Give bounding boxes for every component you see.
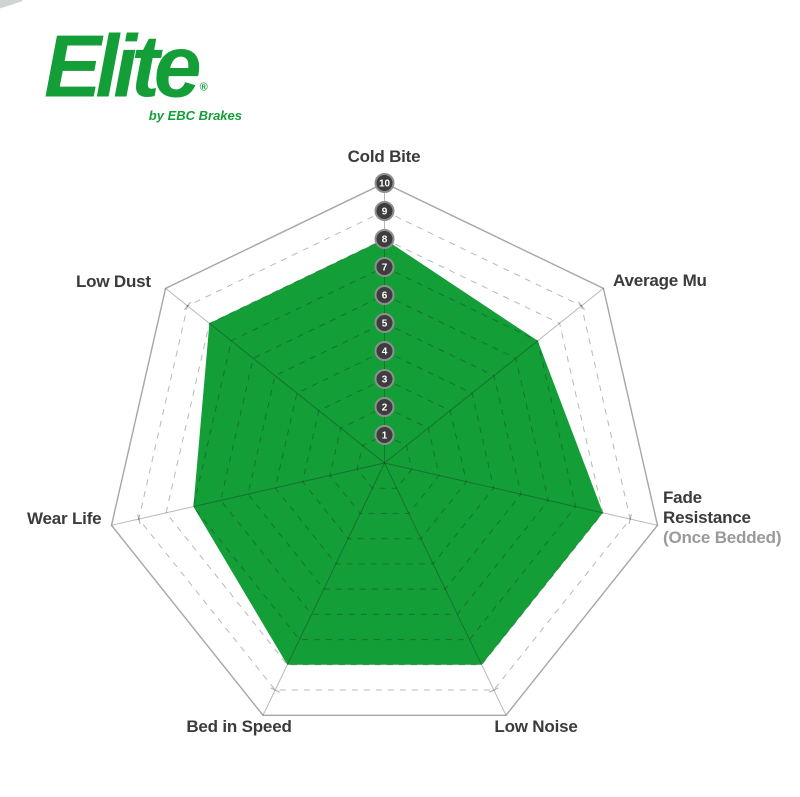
radar-ring-dashed bbox=[356, 434, 413, 489]
scale-tick-circle bbox=[374, 257, 395, 277]
scale-tick-number: 8 bbox=[382, 235, 388, 246]
scale-tick-circle bbox=[374, 313, 395, 333]
scale-tick-number: 9 bbox=[382, 207, 388, 218]
fade-resistance-subnote: (Once Bedded) bbox=[663, 528, 782, 547]
radar-spoke bbox=[165, 288, 385, 464]
axis-label-cold-bite: Cold Bite bbox=[347, 147, 421, 166]
fade-resistance-line1: Fade bbox=[663, 488, 702, 507]
scale-tick-number: 2 bbox=[382, 403, 388, 414]
scale-tick-circle bbox=[374, 229, 395, 249]
radar-spoke bbox=[384, 462, 507, 716]
axis-label-low-dust: Low Dust bbox=[76, 272, 151, 291]
radar-axis-tick bbox=[628, 514, 632, 525]
radar-ring-dashed bbox=[165, 238, 604, 666]
radar-ring-dashed bbox=[274, 350, 495, 565]
radar-spoke bbox=[262, 462, 385, 716]
registered-trademark-icon: ® bbox=[199, 81, 208, 94]
axis-label-average-mu: Average Mu bbox=[613, 271, 707, 290]
radar-ring-dashed bbox=[220, 294, 549, 615]
scale-tick-number: 7 bbox=[382, 263, 388, 274]
radar-ring-dashed bbox=[329, 406, 440, 514]
radar-axis-tick bbox=[489, 687, 499, 693]
radar-axis-tick bbox=[137, 514, 141, 525]
radar-ring-dashed bbox=[302, 378, 467, 540]
fade-resistance-line2: Resistance bbox=[663, 508, 751, 527]
axis-label-bed-in-speed: Bed in Speed bbox=[186, 717, 292, 736]
brand-logo: Elite ® by EBC Brakes bbox=[44, 23, 244, 124]
scale-tick-circle bbox=[374, 369, 395, 389]
brand-tagline: by EBC Brakes bbox=[148, 108, 242, 124]
radar-series-polygon bbox=[193, 239, 603, 665]
scale-tick-number: 10 bbox=[379, 179, 391, 190]
radar-ring-outer bbox=[110, 182, 659, 716]
radar-spoke bbox=[384, 462, 658, 526]
elite-wordmark-text: Elite bbox=[44, 18, 202, 116]
radar-axis-tick bbox=[577, 301, 586, 311]
elite-wordmark: Elite ® bbox=[44, 23, 244, 111]
scale-tick-circle bbox=[374, 201, 395, 221]
scale-tick-circle bbox=[374, 341, 395, 361]
scale-tick-number: 6 bbox=[382, 291, 388, 302]
scale-tick-circle bbox=[374, 425, 395, 445]
scale-tick-number: 3 bbox=[382, 375, 388, 386]
scale-tick-number: 5 bbox=[382, 319, 388, 330]
scale-tick-circle bbox=[374, 285, 395, 305]
radar-spoke bbox=[384, 288, 604, 464]
scale-tick-circle bbox=[374, 173, 395, 193]
radar-ring-dashed bbox=[247, 322, 522, 590]
axis-label-wear-life: Wear Life bbox=[27, 509, 102, 528]
scale-tick-number: 4 bbox=[382, 347, 388, 358]
scale-tick-circle bbox=[374, 397, 395, 417]
scale-tick-number: 1 bbox=[382, 431, 388, 442]
radar-spoke bbox=[111, 462, 385, 526]
radar-ring-dashed bbox=[138, 210, 631, 691]
radar-axis-tick bbox=[183, 301, 192, 311]
axis-label-fade-resistance: Fade Resistance (Once Bedded) bbox=[663, 488, 782, 548]
radar-axis-tick bbox=[270, 687, 280, 693]
axis-label-low-noise: Low Noise bbox=[494, 717, 578, 736]
